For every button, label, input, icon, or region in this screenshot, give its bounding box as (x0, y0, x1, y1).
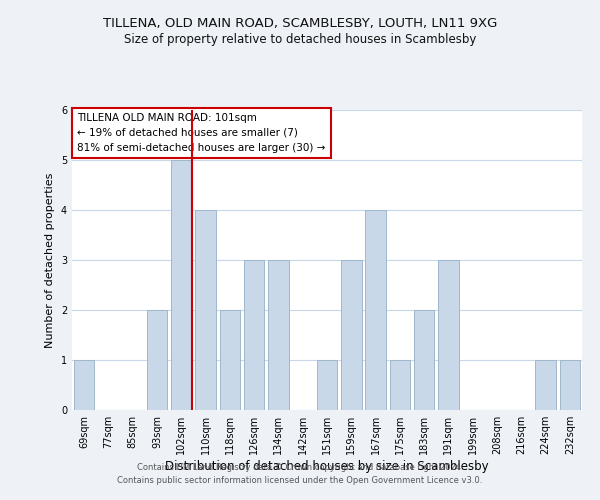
Bar (535, 360, 556, 410)
Text: Contains HM Land Registry data © Crown copyright and database right 2024.: Contains HM Land Registry data © Crown c… (137, 464, 463, 472)
Bar (220, 310, 240, 410)
Bar (560, 360, 580, 410)
Text: TILLENA OLD MAIN ROAD: 101sqm
← 19% of detached houses are smaller (7)
81% of se: TILLENA OLD MAIN ROAD: 101sqm ← 19% of d… (77, 113, 325, 152)
Text: Contains public sector information licensed under the Open Government Licence v3: Contains public sector information licen… (118, 476, 482, 485)
X-axis label: Distribution of detached houses by size in Scamblesby: Distribution of detached houses by size … (165, 460, 489, 473)
Bar (365, 210, 386, 410)
Y-axis label: Number of detached properties: Number of detached properties (46, 172, 55, 348)
Bar (268, 260, 289, 410)
Bar (389, 360, 410, 410)
Text: Size of property relative to detached houses in Scamblesby: Size of property relative to detached ho… (124, 32, 476, 46)
Bar (438, 260, 459, 410)
Bar (195, 210, 216, 410)
Bar (414, 310, 434, 410)
Bar (74, 360, 94, 410)
Text: TILLENA, OLD MAIN ROAD, SCAMBLESBY, LOUTH, LN11 9XG: TILLENA, OLD MAIN ROAD, SCAMBLESBY, LOUT… (103, 18, 497, 30)
Bar (317, 360, 337, 410)
Bar (341, 260, 362, 410)
Bar (171, 160, 191, 410)
Bar (146, 310, 167, 410)
Bar (244, 260, 265, 410)
